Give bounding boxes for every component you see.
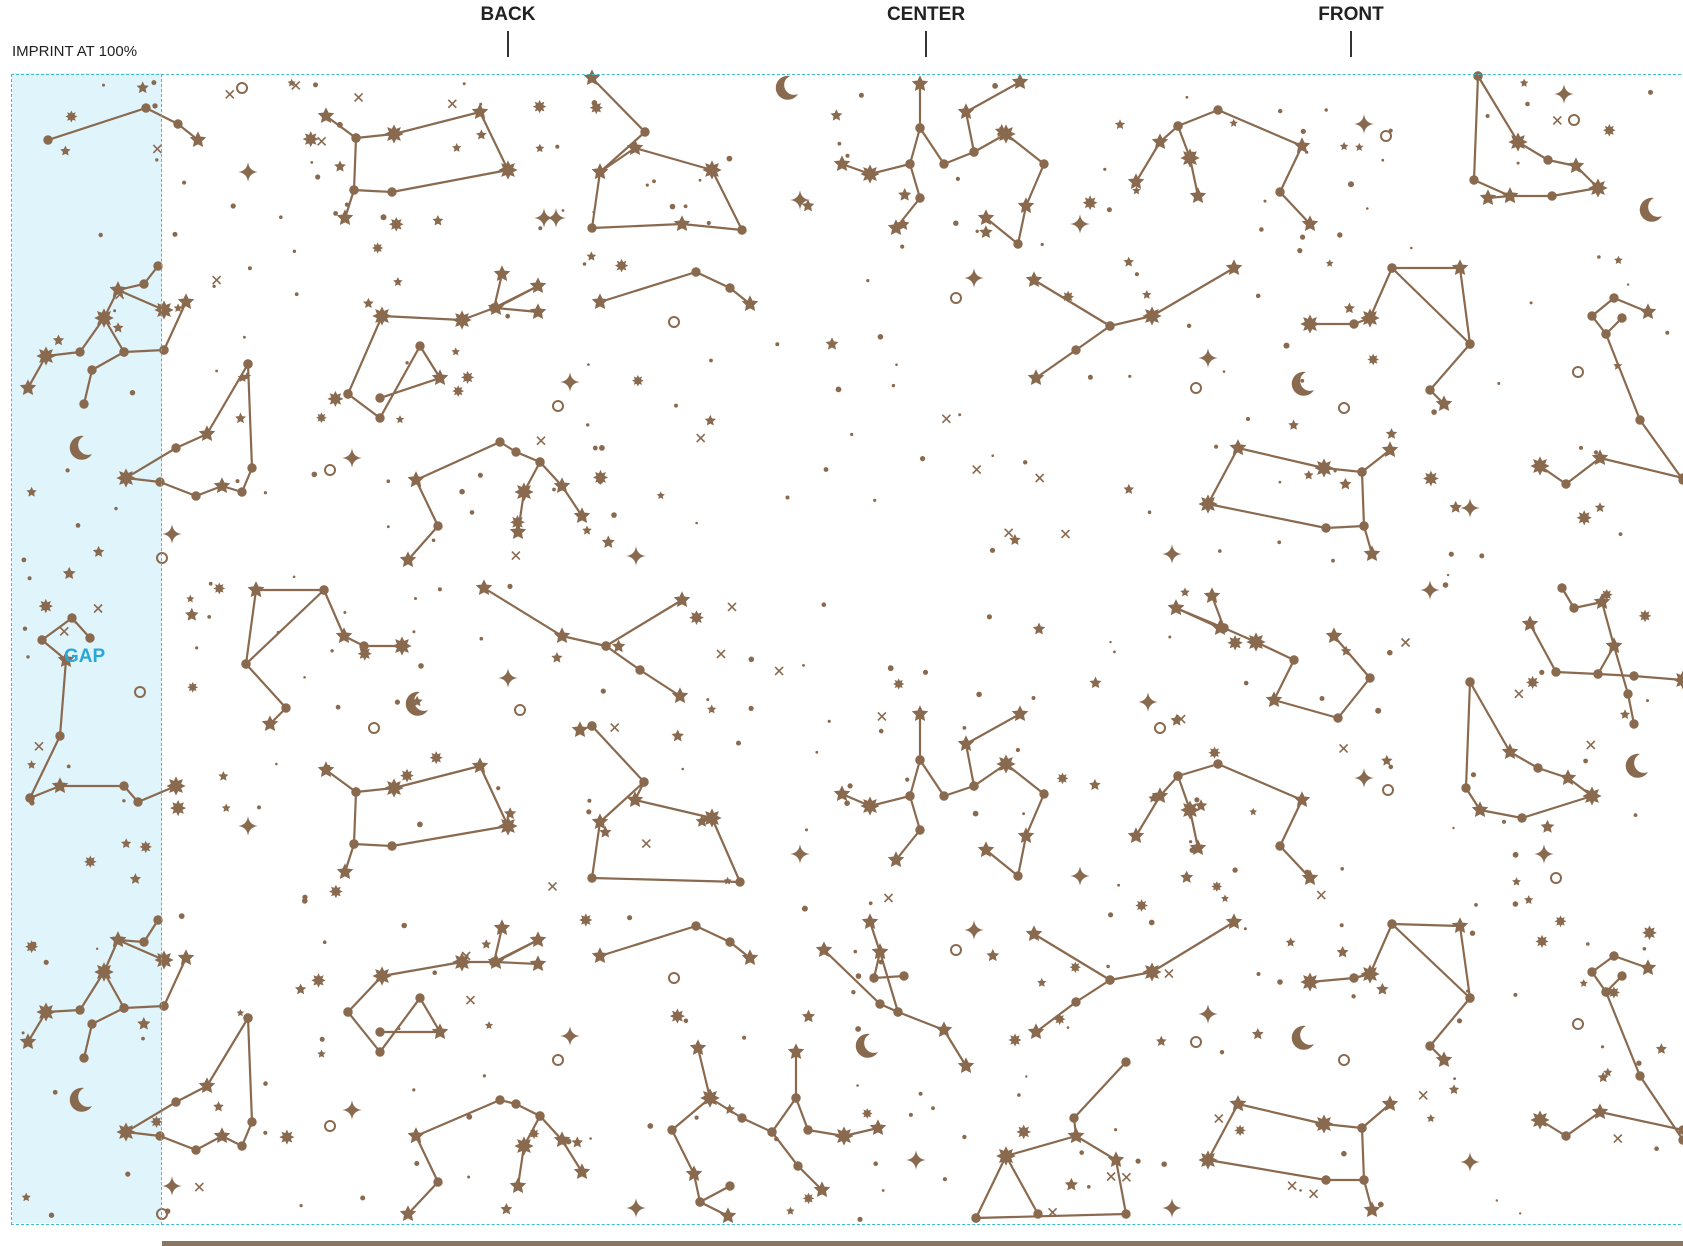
- bottom-edge-bar: [162, 1241, 1683, 1246]
- imprint-label: IMPRINT AT 100%: [12, 43, 138, 60]
- gap-boundary-line: [161, 74, 162, 1225]
- back-marker: [507, 31, 509, 57]
- imprint-boundary: [11, 74, 1683, 1225]
- front-label: FRONT: [1318, 4, 1384, 25]
- gap-label: GAP: [64, 646, 106, 667]
- back-label: BACK: [480, 4, 536, 25]
- front-marker: [1350, 31, 1352, 57]
- center-marker: [925, 31, 927, 57]
- center-label: CENTER: [886, 4, 966, 25]
- gap-region: [12, 73, 162, 1223]
